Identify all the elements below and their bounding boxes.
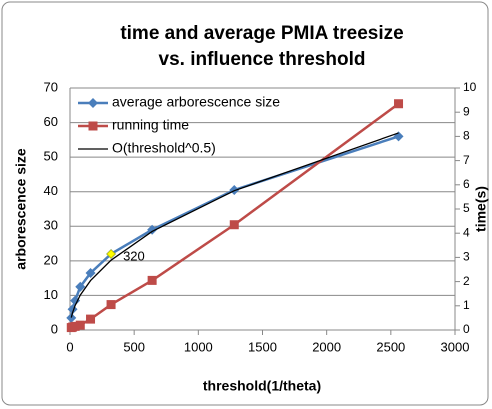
y2-tick-label: 7 [463,153,470,167]
y2-tick-label: 0 [463,322,470,336]
y-tick-label: 60 [44,114,58,129]
annotation-marker [106,249,116,259]
y2-tick-label: 10 [463,80,477,94]
data-point [75,320,85,330]
data-point [66,312,77,323]
x-axis-title: threshold(1/theta) [203,378,321,394]
legend-label: running time [112,117,189,133]
chart-title: time and average PMIA treesize [120,23,403,44]
data-point [229,220,239,230]
x-tick-label: 0 [66,339,73,354]
data-point [75,281,86,292]
data-point [86,314,96,324]
y-tick-label: 20 [44,252,58,267]
x-tick-label: 500 [123,339,145,354]
y2-tick-label: 5 [463,201,470,215]
y2-axis-title: time(s) [473,186,489,232]
y-tick-label: 0 [51,321,58,336]
y2-tick-label: 1 [463,298,470,312]
y2-tick-label: 9 [463,104,470,118]
legend-label: average arborescence size [112,94,280,110]
data-point [394,99,404,109]
legend-marker [88,121,98,131]
y2-tick-label: 8 [463,129,470,143]
legend-marker [88,98,98,108]
y-axis-title: arborescence size [13,148,29,270]
data-point [106,300,116,310]
y2-tick-label: 4 [463,225,470,239]
x-tick-label: 1000 [184,339,213,354]
y2-tick-label: 2 [463,274,470,288]
x-tick-label: 2500 [376,339,405,354]
x-tick-label: 2000 [312,339,341,354]
legend-label: O(threshold^0.5) [112,140,216,156]
x-tick-label: 3000 [441,339,470,354]
data-point [85,267,96,278]
y-tick-label: 50 [44,149,58,164]
data-point [70,295,81,306]
series-line [70,132,399,318]
y-tick-label: 70 [44,79,58,94]
data-point [70,321,80,331]
data-point [147,224,158,235]
y2-tick-label: 6 [463,177,470,191]
x-tick-label: 1500 [248,339,277,354]
y-tick-label: 30 [44,218,58,233]
y-tick-label: 10 [44,287,58,302]
annotation-label: 320 [123,248,145,263]
y-tick-label: 40 [44,183,58,198]
data-point [147,275,157,285]
y2-tick-label: 3 [463,250,470,264]
chart-title: vs. influence threshold [159,49,366,70]
